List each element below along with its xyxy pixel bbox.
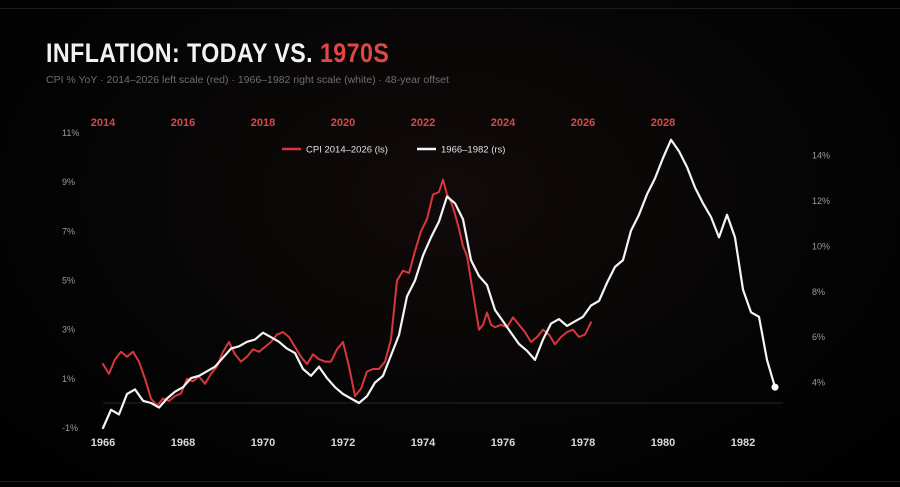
top-tick-label: 2020 [331,117,355,129]
left-tick-label: 5% [62,276,75,286]
frame-bottom-line [0,481,900,482]
top-tick-label: 2018 [251,117,275,129]
left-tick-label: 3% [62,325,75,335]
right-tick-label: 4% [812,378,825,388]
bottom-tick-label: 1974 [411,437,436,449]
top-tick-label: 2014 [91,117,116,129]
legend-white-label: 1966–1982 (rs) [441,145,505,156]
chart-title-main: INFLATION: TODAY VS. [46,38,320,68]
series-line-1966-1982 [101,138,777,430]
right-tick-label: 8% [812,287,825,297]
bottom-tick-label: 1978 [571,437,595,449]
bottom-tick-label: 1970 [251,437,275,449]
right-tick-label: 14% [812,151,830,161]
right-tick-label: 6% [812,332,825,342]
chart-subtitle: CPI % YoY · 2014–2026 left scale (red) ·… [46,74,449,86]
legend: CPI 2014–2026 (ls) 1966–1982 (rs) [282,145,505,156]
right-tick-label: 12% [812,196,830,206]
series-endpoint-marker [771,383,779,391]
top-tick-label: 2022 [411,117,435,129]
chart-title: INFLATION: TODAY VS. 1970S [46,38,389,69]
bottom-tick-label: 1968 [171,437,195,449]
top-tick-label: 2024 [491,117,516,129]
chart-title-accent: 1970S [319,38,390,68]
left-tick-label: 7% [62,226,75,236]
series-layer [101,138,779,430]
left-tick-label: -1% [62,423,78,433]
left-tick-label: 1% [62,374,75,384]
top-tick-label: 2026 [571,117,595,129]
axes-layer: -1% 1% 3% 5% 7% 9% 11% 4% 6% 8% 10% 12% 14% 1966 1968 1… [62,117,830,449]
bottom-tick-label: 1980 [651,437,675,449]
bottom-tick-label: 1976 [491,437,515,449]
bottom-tick-label: 1966 [91,437,115,449]
top-tick-label: 2028 [651,117,675,129]
legend-red-label: CPI 2014–2026 (ls) [306,145,388,156]
left-tick-label: 11% [62,128,79,138]
left-tick-label: 9% [62,177,75,187]
bottom-tick-label: 1982 [731,437,755,449]
top-tick-label: 2016 [171,117,195,129]
frame-top-line [0,8,900,9]
bottom-tick-label: 1972 [331,437,355,449]
series-line-2014-2026 [102,178,592,407]
right-tick-label: 10% [812,241,830,251]
